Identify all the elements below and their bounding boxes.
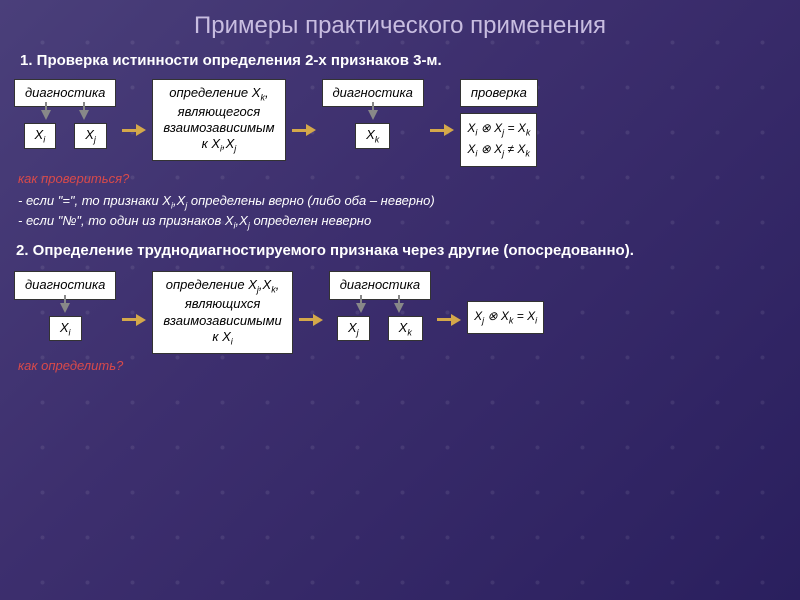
- section2-heading: 2. Определение труднодиагностируемого пр…: [14, 242, 786, 259]
- page-title: Примеры практического применения: [0, 0, 800, 48]
- arrow-right-icon: [292, 124, 316, 136]
- xi-box: Xi: [24, 123, 57, 149]
- red-note-2: как определить?: [18, 358, 786, 373]
- arrow-down-icon: [394, 303, 404, 313]
- flow-2: диагностика Xi определение Xj,Xk, являющ…: [14, 271, 786, 353]
- s2-xi-box: Xi: [49, 316, 82, 342]
- s2-xj-box: Xj: [337, 316, 370, 342]
- s2-diag2-box: диагностика: [329, 271, 431, 299]
- arrow-down-icon: [60, 303, 70, 313]
- diag1-col: диагностика Xi Xj: [14, 79, 116, 149]
- arrow-down-icon: [356, 303, 366, 313]
- s2-define-col: определение Xj,Xk, являющихся взаимозави…: [152, 271, 292, 353]
- flow-1: диагностика Xi Xj определение Xk, являющ…: [14, 79, 786, 167]
- check-col: проверка Xi ⊗ Xj = Xk Xi ⊗ Xj ≠ Xk: [460, 79, 538, 167]
- check-box: проверка: [460, 79, 538, 107]
- arrow-down-icon: [79, 110, 89, 120]
- arrow-down-icon: [368, 110, 378, 120]
- arrow-right-icon: [430, 124, 454, 136]
- rule-2: - если "№", то один из признаков Xi,Xj о…: [18, 212, 786, 232]
- define1-col: определение Xk, являющегося взаимозависи…: [152, 79, 285, 161]
- rule-1: - если "=", то признаки Xi,Xj определены…: [18, 192, 786, 212]
- define1-box: определение Xk, являющегося взаимозависи…: [152, 79, 285, 161]
- content: 1. Проверка истинности определения 2-х п…: [0, 52, 800, 373]
- xk-box: Xk: [355, 123, 390, 149]
- s2-xk-box: Xk: [388, 316, 423, 342]
- formula-box: Xi ⊗ Xj = Xk Xi ⊗ Xj ≠ Xk: [460, 113, 537, 167]
- red-note-1: как провериться?: [18, 171, 786, 186]
- s2-formula-col: Xj ⊗ Xk = Xi: [467, 301, 544, 334]
- s2-diag1-col: диагностика Xi: [14, 271, 116, 341]
- arrow-down-icon: [41, 110, 51, 120]
- s2-formula-box: Xj ⊗ Xk = Xi: [467, 301, 544, 334]
- arrow-right-icon: [299, 314, 323, 326]
- arrow-right-icon: [122, 124, 146, 136]
- section1-heading: 1. Проверка истинности определения 2-х п…: [14, 52, 786, 69]
- arrow-right-icon: [437, 314, 461, 326]
- diag1-box: диагностика: [14, 79, 116, 107]
- diag2-col: диагностика Xk: [322, 79, 424, 149]
- arrow-right-icon: [122, 314, 146, 326]
- s2-diag2-col: диагностика Xj Xk: [329, 271, 431, 341]
- xj-box: Xj: [74, 123, 107, 149]
- s2-define-box: определение Xj,Xk, являющихся взаимозави…: [152, 271, 292, 353]
